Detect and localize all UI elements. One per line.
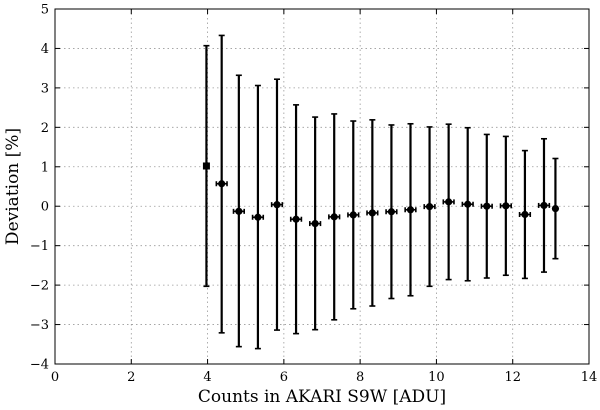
data-point: [273, 201, 281, 209]
y-tick-label: 1: [41, 160, 49, 175]
x-tick-label: 4: [203, 370, 211, 385]
data-point: [425, 203, 434, 211]
tick-layer: [54, 8, 590, 365]
y-tick-label: −1: [30, 239, 49, 254]
data-point: [551, 204, 560, 213]
y-tick-label: −2: [30, 279, 49, 294]
x-tick-label: 10: [428, 370, 445, 385]
data-point-square: [202, 162, 210, 170]
data-point: [311, 219, 319, 228]
y-tick-label: 5: [41, 3, 49, 18]
x-tick-label: 14: [581, 370, 598, 385]
data-point: [445, 198, 453, 206]
x-tick-label: 0: [51, 370, 59, 385]
data-point: [254, 213, 262, 221]
x-tick-label: 12: [504, 370, 521, 385]
data-point: [330, 213, 338, 221]
data-point: [218, 180, 226, 188]
data-point: [502, 202, 510, 210]
y-tick-label: 4: [41, 42, 49, 57]
data-point: [464, 200, 472, 208]
y-tick-label: 3: [41, 81, 49, 96]
data-point: [540, 201, 548, 210]
data-point: [368, 209, 376, 217]
x-axis-title: Counts in AKARI S9W [ADU]: [198, 387, 446, 407]
y-tick-label: 2: [41, 121, 49, 136]
y-tick-label: −4: [30, 358, 49, 373]
data-point: [406, 206, 415, 214]
data-layer: [202, 34, 560, 350]
data-point: [349, 211, 357, 219]
plot-frame: [54, 8, 590, 365]
data-point: [235, 207, 243, 215]
y-tick-label: −3: [30, 318, 49, 333]
x-tick-label: 6: [280, 370, 288, 385]
data-point: [521, 210, 529, 219]
y-tick-label: 0: [41, 200, 49, 215]
data-point: [292, 215, 300, 223]
grid-layer: [55, 9, 589, 364]
y-axis-title: Deviation [%]: [3, 128, 23, 245]
data-point: [387, 208, 396, 216]
x-tick-label: 8: [356, 370, 364, 385]
x-tick-label: 2: [127, 370, 135, 385]
data-point: [483, 202, 491, 210]
